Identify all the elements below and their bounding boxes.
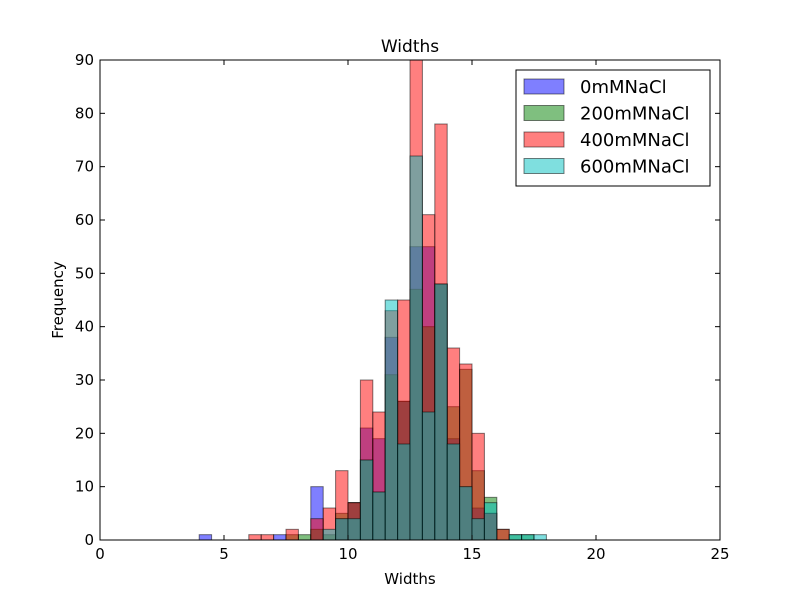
y-tick-label: 70 bbox=[75, 158, 94, 176]
bar-series-2 bbox=[496, 528, 510, 541]
legend-label: 600mMNaCl bbox=[580, 157, 690, 178]
y-tick-label: 90 bbox=[75, 51, 94, 69]
x-tick-label: 5 bbox=[219, 545, 229, 563]
legend: 0mMNaCl 200mMNaCl 400mMNaCl 600mMNaCl bbox=[515, 69, 711, 187]
bar-series-3 bbox=[459, 486, 473, 541]
y-tick-label: 20 bbox=[75, 424, 94, 442]
y-tick-label: 80 bbox=[75, 104, 94, 122]
y-tick-label: 40 bbox=[75, 318, 94, 336]
bar-series-3 bbox=[322, 528, 337, 541]
bar-series-3 bbox=[372, 491, 386, 541]
legend-label: 400mMNaCl bbox=[580, 130, 690, 151]
legend-swatch bbox=[523, 78, 565, 95]
y-tick-label: 0 bbox=[84, 531, 94, 549]
chart-title: Widths bbox=[381, 37, 439, 57]
plot-area-frame bbox=[99, 59, 721, 541]
x-tick-label: 15 bbox=[462, 545, 481, 563]
x-tick-label: 20 bbox=[586, 545, 605, 563]
axis-ticks: 0 5 10 15 20 25 0 10 20 30 40 50 60 70 80 90 bbox=[75, 51, 730, 563]
legend-swatch bbox=[523, 131, 565, 148]
legend-swatch bbox=[523, 158, 565, 174]
bar-series-0 bbox=[198, 534, 213, 541]
legend-label: 200mMNaCl bbox=[580, 104, 690, 125]
bar-series-3 bbox=[483, 502, 498, 541]
bars-layer bbox=[198, 59, 547, 541]
bar-series-2 bbox=[285, 528, 299, 541]
y-tick-label: 60 bbox=[75, 211, 94, 229]
bar-series-3 bbox=[384, 299, 399, 541]
bar-series-3 bbox=[446, 443, 461, 541]
bar-series-3 bbox=[471, 518, 485, 541]
x-tick-label: 10 bbox=[338, 545, 357, 563]
bar-series-3 bbox=[409, 155, 423, 541]
bar-series-2 bbox=[248, 534, 262, 541]
bar-series-3 bbox=[421, 411, 436, 541]
y-axis-label: Frequency bbox=[49, 261, 67, 339]
bar-series-3 bbox=[434, 283, 448, 541]
x-axis-label: Widths bbox=[384, 570, 436, 588]
y-tick-label: 30 bbox=[75, 371, 94, 389]
y-tick-label: 10 bbox=[75, 478, 94, 496]
bar-series-0 bbox=[273, 534, 287, 541]
bar-series-3 bbox=[508, 534, 523, 541]
bar-series-2 bbox=[260, 534, 275, 541]
legend-label: 0mMNaCl bbox=[580, 77, 667, 98]
y-tick-label: 50 bbox=[75, 264, 94, 282]
bar-series-2 bbox=[310, 518, 324, 541]
bar-series-3 bbox=[335, 518, 349, 541]
bar-series-1 bbox=[297, 534, 312, 541]
bar-series-3 bbox=[359, 459, 374, 541]
bar-series-3 bbox=[397, 443, 411, 541]
x-tick-label: 25 bbox=[710, 545, 729, 563]
x-tick-label: 0 bbox=[95, 545, 105, 563]
legend-swatch bbox=[523, 105, 565, 121]
bar-series-3 bbox=[521, 534, 535, 541]
bar-series-3 bbox=[533, 534, 547, 541]
bar-series-3 bbox=[347, 518, 361, 541]
